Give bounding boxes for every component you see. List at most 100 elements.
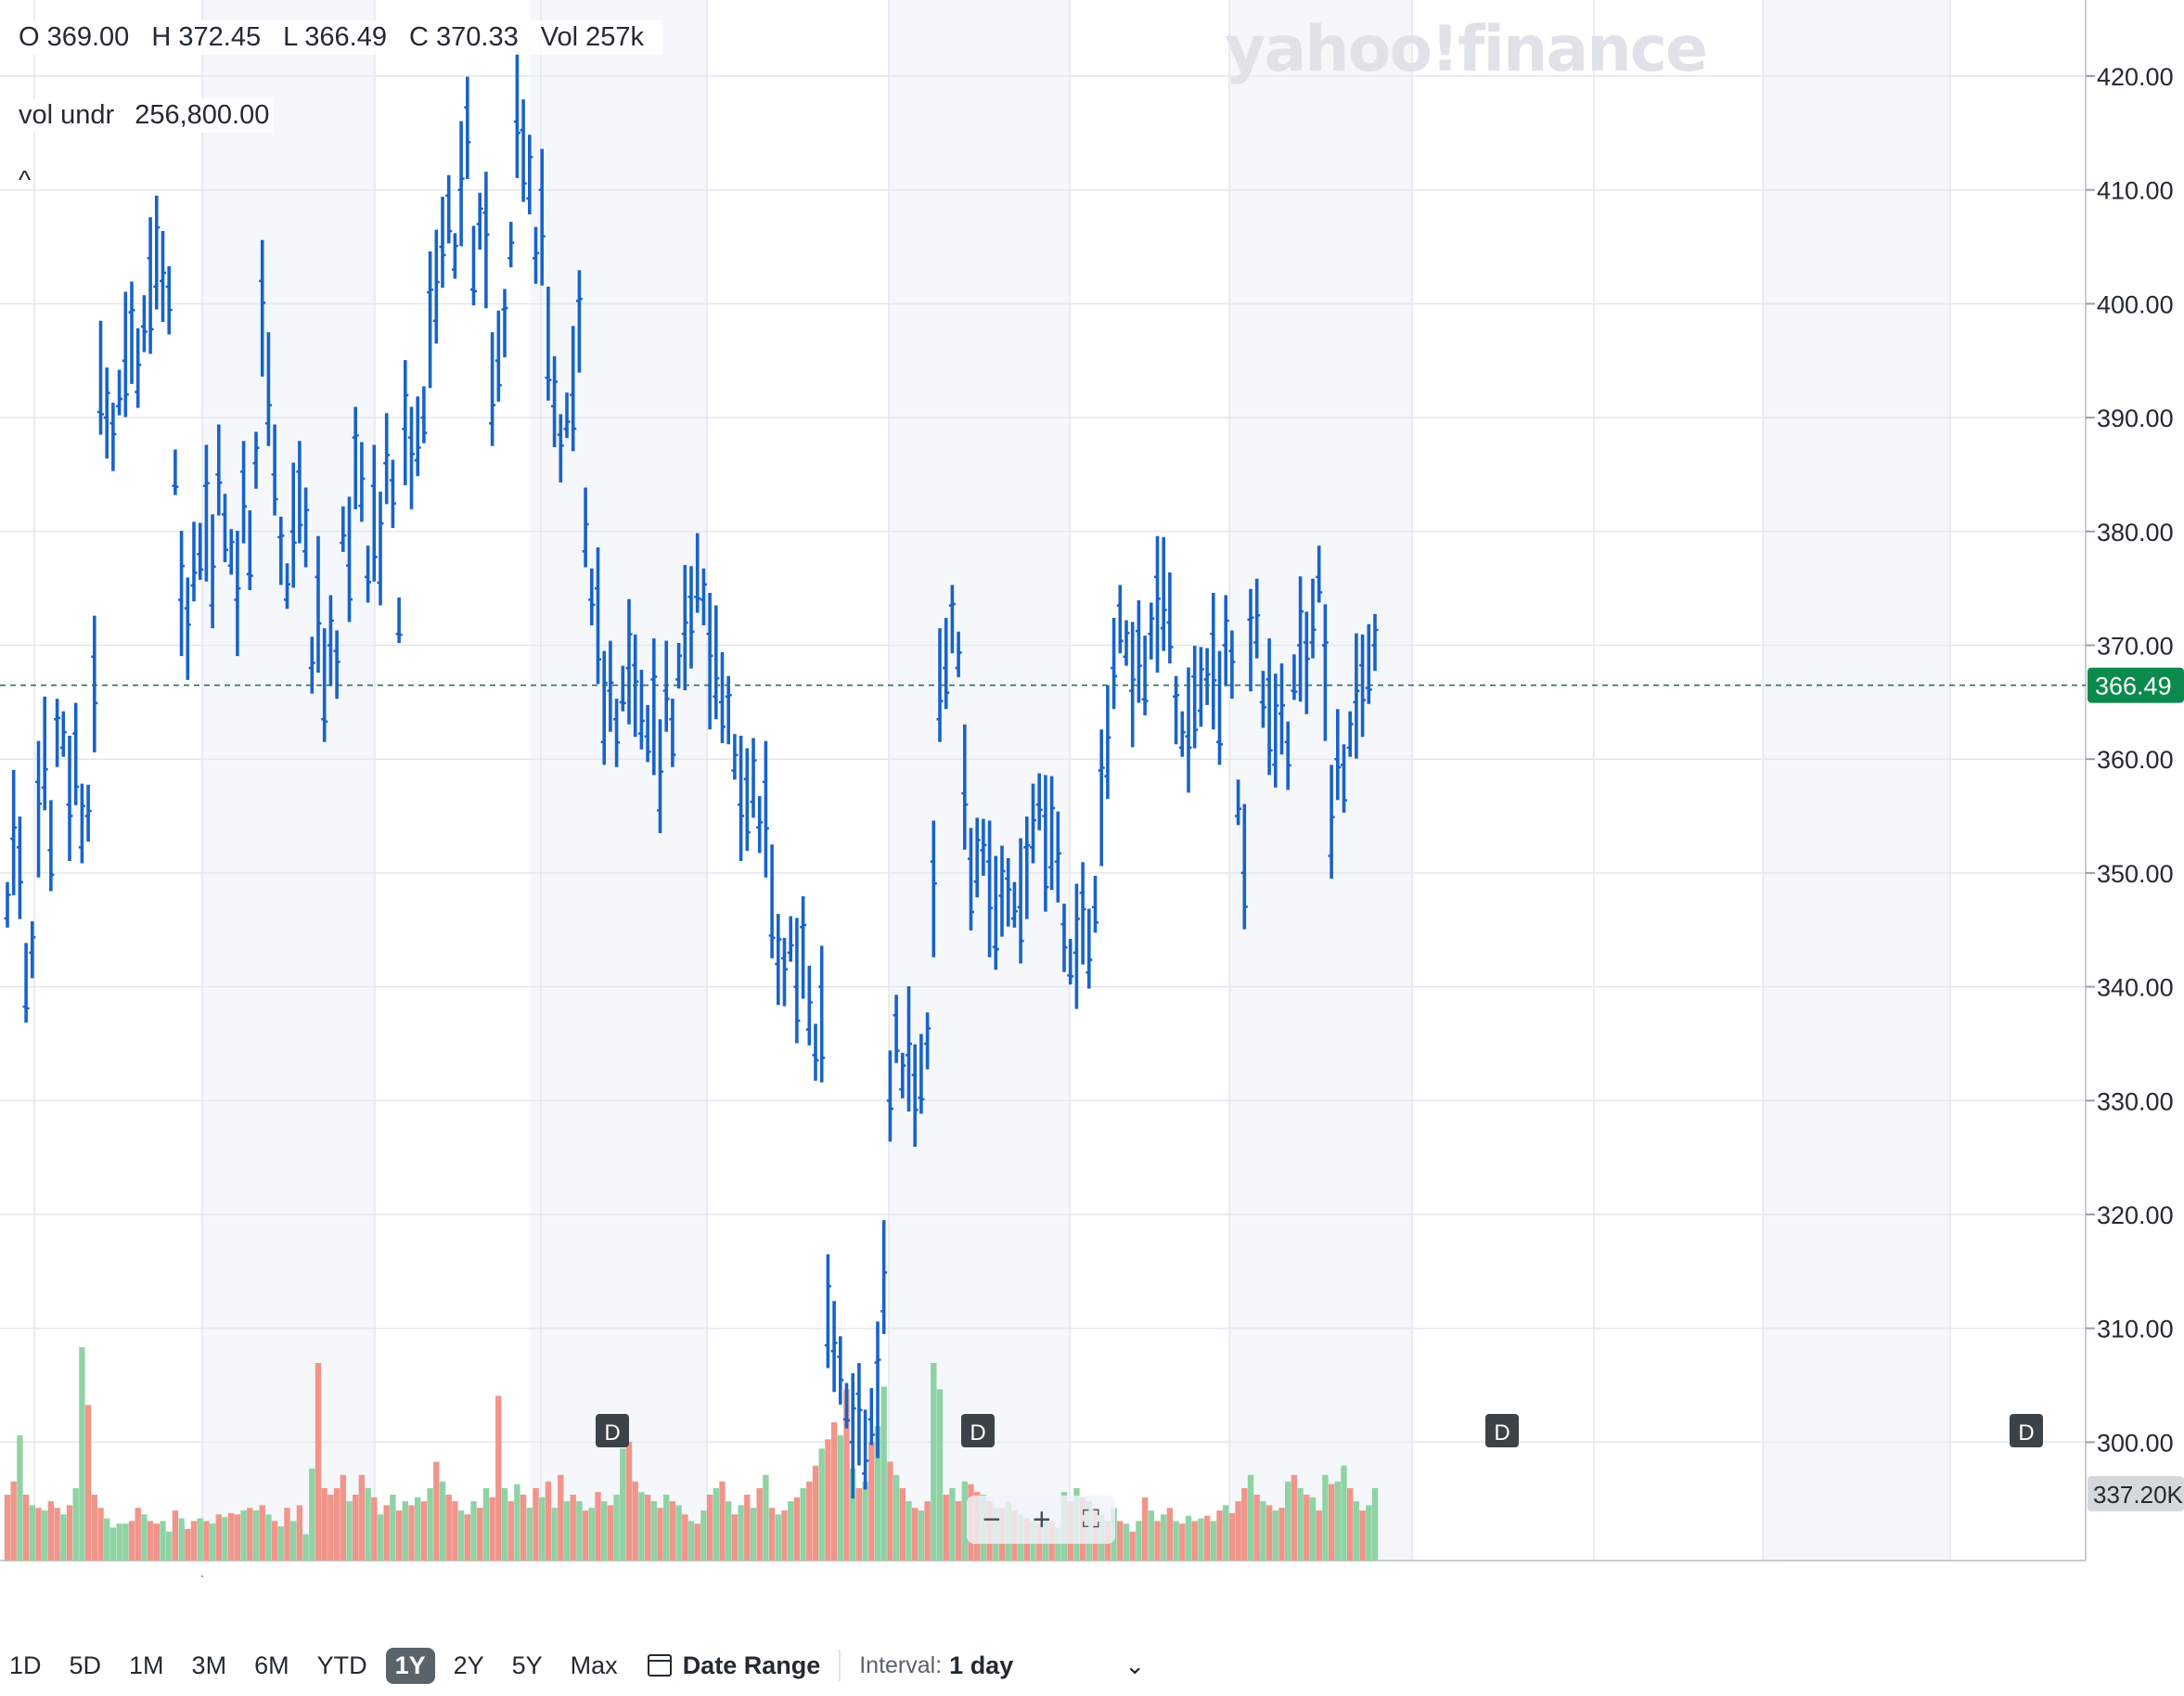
volume-bar [563,1501,571,1561]
volume-bar [91,1495,97,1561]
volume-bar [302,1534,309,1561]
range-3m-button[interactable]: 3M [191,1651,227,1679]
x-tick-label: Jun [1049,1574,1090,1577]
volume-bar [788,1501,794,1561]
volume-bar [321,1487,328,1561]
volume-bar [682,1514,688,1561]
volume-bar [42,1510,48,1561]
volume-bar [1309,1497,1317,1561]
chevron-down-icon: ⌄ [1124,1651,1146,1679]
volume-bar [931,1363,937,1561]
volume-bar [1129,1531,1136,1561]
month-band [531,0,707,1561]
volume-bar [439,1481,446,1561]
volume-bar [1216,1510,1223,1561]
interval-select[interactable]: Interval: 1 day ⌄ [859,1651,1145,1680]
range-1y-button[interactable]: 1Y [385,1647,435,1684]
volume-bar [775,1514,781,1561]
volume-bar [445,1495,452,1561]
y-tick-label: 350.00 [2097,860,2174,888]
interval-label: Interval: [859,1651,943,1678]
volume-bar [501,1487,508,1561]
volume-bar [35,1508,42,1561]
y-tick-label: 380.00 [2097,519,2174,546]
x-tick-label: Dec [12,1574,57,1577]
date-range-label: Date Range [682,1651,821,1679]
volume-bar [296,1505,303,1561]
y-tick-label: 340.00 [2097,974,2174,1002]
zoom-out-icon[interactable]: − [983,1501,1001,1537]
volume-bar [595,1492,601,1561]
range-5d-button[interactable]: 5D [69,1651,102,1679]
y-tick-label: 320.00 [2097,1201,2174,1229]
range-6m-button[interactable]: 6M [254,1651,289,1679]
volume-bar [588,1508,595,1561]
range-5y-button[interactable]: 5Y [511,1651,543,1679]
volume-bar [353,1495,359,1561]
dividend-marker[interactable]: D [1485,1414,1519,1447]
volume-bar [1278,1508,1285,1561]
zoom-in-icon[interactable]: + [1032,1501,1051,1537]
volume-bar [625,1442,633,1561]
volume-bar [1191,1521,1198,1561]
volume-bar [1136,1521,1142,1561]
last-price-badge [2088,667,2184,703]
volume-bar [1291,1474,1298,1561]
volume-bar [700,1510,707,1561]
range-max-button[interactable]: Max [570,1651,618,1679]
price-chart[interactable]: 420.00 410.00 400.00 390.00 380.00 370.00 360.… [0,0,2184,1577]
volume-bar [265,1514,272,1561]
volume-bar [1166,1508,1174,1561]
volume-bar [309,1468,315,1561]
volume-bar [830,1421,838,1561]
volume-bar [687,1521,695,1561]
volume-bar [1247,1474,1254,1561]
volume-bar [1123,1523,1130,1561]
volume-bar [638,1492,645,1561]
open-value: O 369.00 [19,22,130,52]
volume-bar [706,1495,713,1561]
range-ytd-button[interactable]: YTD [316,1651,367,1679]
y-tick-label: 390.00 [2097,405,2174,432]
collapse-icon[interactable]: ^ [19,165,32,194]
volume-bar [395,1510,403,1561]
volume-bar [128,1521,135,1561]
volume-bar [1055,1527,1061,1561]
dividend-marker[interactable]: D [596,1414,629,1447]
volume-bar [539,1497,546,1561]
volume-bar [228,1512,235,1561]
fit-screen-icon[interactable]: ⛶ [1082,1505,1099,1533]
volume-bar [582,1510,589,1561]
volume-bar [457,1510,465,1561]
volume-bar [694,1523,700,1561]
volume-underlay-readout: vol undr 256,800.00 [15,98,274,133]
volume-bar [632,1481,638,1561]
volume-bar [936,1389,944,1561]
x-tick-label: Jul [1214,1574,1246,1577]
volume-bar [60,1514,67,1561]
dividend-label: D [1494,1420,1510,1445]
ohlc-bars [4,52,1379,1499]
range-2y-button[interactable]: 2Y [453,1651,484,1679]
range-1m-button[interactable]: 1M [129,1651,164,1679]
volume-bar [160,1521,166,1561]
volume-bar [377,1514,384,1561]
dividend-label: D [2018,1420,2034,1445]
range-1d-button[interactable]: 1D [9,1651,42,1679]
volume-bar [271,1521,278,1561]
month-bands [202,0,1950,1561]
dividend-marker[interactable]: D [2010,1414,2043,1447]
date-range-button[interactable]: Date Range [647,1651,821,1680]
dividend-marker[interactable]: D [961,1414,995,1447]
low-value: L 366.49 [283,22,387,52]
volume-bar [17,1435,23,1561]
volume-bar [209,1523,216,1561]
volume-bar [607,1505,614,1561]
volume-bar [812,1465,819,1561]
volume-bar [315,1363,322,1561]
volume-bar [1117,1521,1124,1561]
volume-bar [713,1487,719,1561]
volume-bar [800,1487,806,1561]
volume-bar [54,1508,60,1561]
